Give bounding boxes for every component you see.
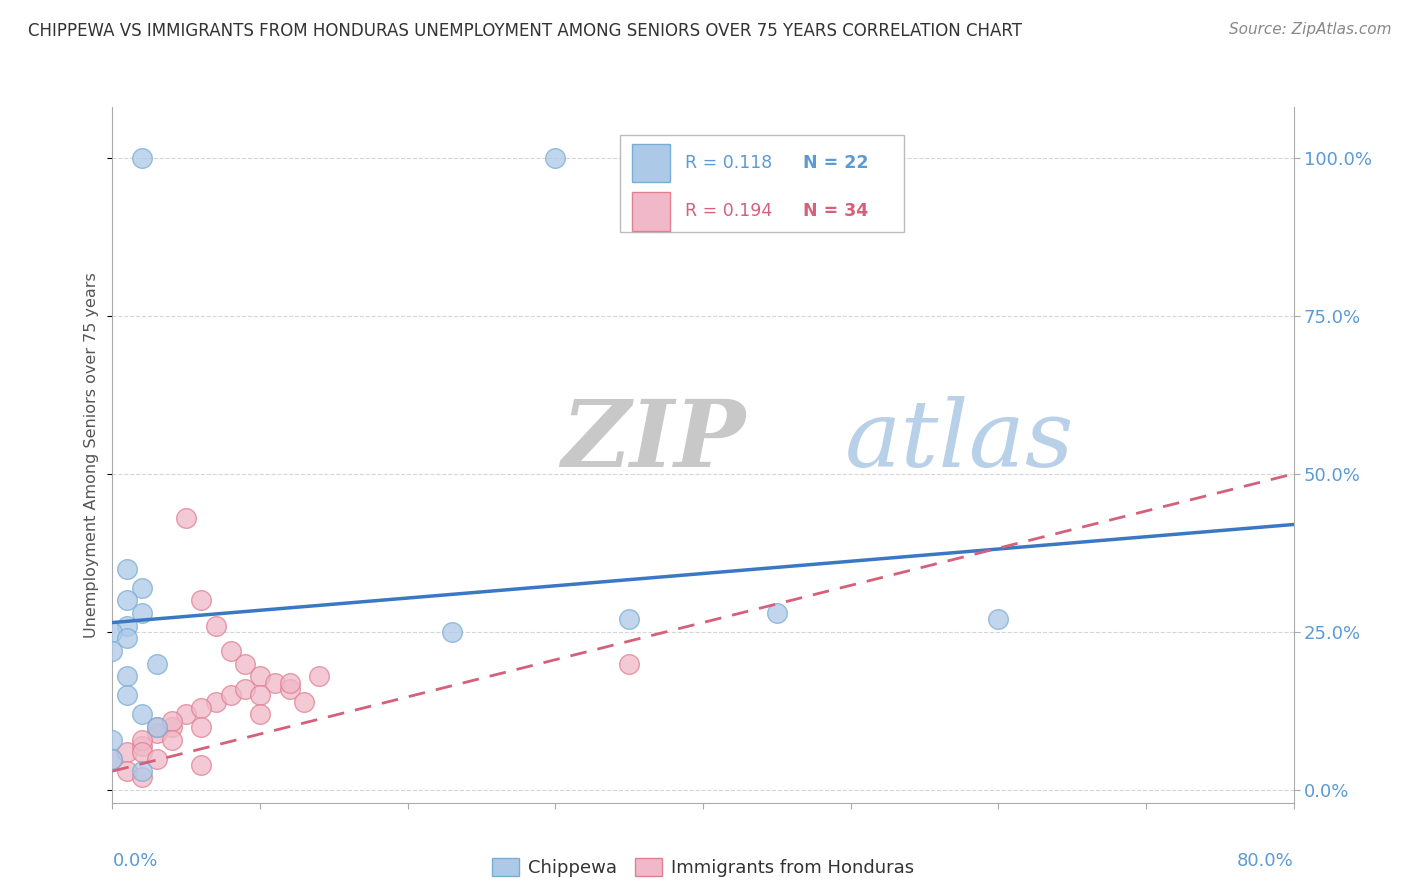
Point bbox=[174, 511, 197, 525]
Point bbox=[190, 701, 212, 715]
Point bbox=[101, 751, 124, 765]
Point bbox=[205, 695, 228, 709]
Point bbox=[619, 657, 641, 671]
Y-axis label: Unemployment Among Seniors over 75 years: Unemployment Among Seniors over 75 years bbox=[84, 272, 100, 638]
Point bbox=[131, 764, 153, 779]
Point bbox=[190, 593, 212, 607]
Point bbox=[441, 625, 464, 640]
Point bbox=[146, 751, 169, 765]
Point bbox=[308, 669, 330, 683]
Text: R = 0.118: R = 0.118 bbox=[685, 153, 772, 171]
Point bbox=[205, 618, 228, 632]
Point bbox=[131, 606, 153, 620]
Point bbox=[160, 732, 183, 747]
Legend: Chippewa, Immigrants from Honduras: Chippewa, Immigrants from Honduras bbox=[485, 850, 921, 884]
Point bbox=[117, 688, 138, 702]
Point bbox=[249, 669, 271, 683]
Point bbox=[233, 681, 256, 696]
Point bbox=[131, 732, 153, 747]
Point bbox=[766, 606, 789, 620]
Text: ZIP: ZIP bbox=[561, 396, 745, 486]
Point bbox=[131, 745, 153, 759]
Point bbox=[160, 720, 183, 734]
Point bbox=[117, 632, 138, 646]
Point bbox=[117, 669, 138, 683]
Point bbox=[101, 644, 124, 658]
Point bbox=[131, 581, 153, 595]
Point bbox=[117, 745, 138, 759]
Point bbox=[619, 612, 641, 626]
Point bbox=[278, 675, 301, 690]
FancyBboxPatch shape bbox=[620, 135, 904, 232]
Point bbox=[131, 739, 153, 753]
Text: 80.0%: 80.0% bbox=[1237, 852, 1294, 870]
Point bbox=[146, 657, 169, 671]
Point bbox=[174, 707, 197, 722]
Text: Source: ZipAtlas.com: Source: ZipAtlas.com bbox=[1229, 22, 1392, 37]
Text: atlas: atlas bbox=[845, 396, 1074, 486]
Point bbox=[219, 644, 242, 658]
Point bbox=[146, 720, 169, 734]
Point bbox=[131, 151, 153, 165]
Point bbox=[146, 726, 169, 740]
Point bbox=[131, 771, 153, 785]
Point bbox=[233, 657, 256, 671]
Point bbox=[190, 757, 212, 772]
Point bbox=[101, 625, 124, 640]
Text: R = 0.194: R = 0.194 bbox=[685, 202, 772, 220]
Point bbox=[264, 675, 287, 690]
Point bbox=[117, 593, 138, 607]
Bar bbox=[633, 144, 669, 182]
Point bbox=[292, 695, 315, 709]
Text: 0.0%: 0.0% bbox=[112, 852, 157, 870]
Point bbox=[101, 751, 124, 765]
Point bbox=[117, 618, 138, 632]
Point bbox=[544, 151, 567, 165]
Point bbox=[249, 707, 271, 722]
Point bbox=[117, 562, 138, 576]
Text: N = 34: N = 34 bbox=[803, 202, 869, 220]
Point bbox=[987, 612, 1010, 626]
Point bbox=[278, 681, 301, 696]
Point bbox=[131, 707, 153, 722]
Point bbox=[146, 720, 169, 734]
Text: N = 22: N = 22 bbox=[803, 153, 869, 171]
Bar bbox=[633, 193, 669, 230]
Point bbox=[117, 764, 138, 779]
Point bbox=[101, 732, 124, 747]
Point bbox=[219, 688, 242, 702]
Point bbox=[190, 720, 212, 734]
Point bbox=[249, 688, 271, 702]
Text: CHIPPEWA VS IMMIGRANTS FROM HONDURAS UNEMPLOYMENT AMONG SENIORS OVER 75 YEARS CO: CHIPPEWA VS IMMIGRANTS FROM HONDURAS UNE… bbox=[28, 22, 1022, 40]
Point bbox=[160, 714, 183, 728]
